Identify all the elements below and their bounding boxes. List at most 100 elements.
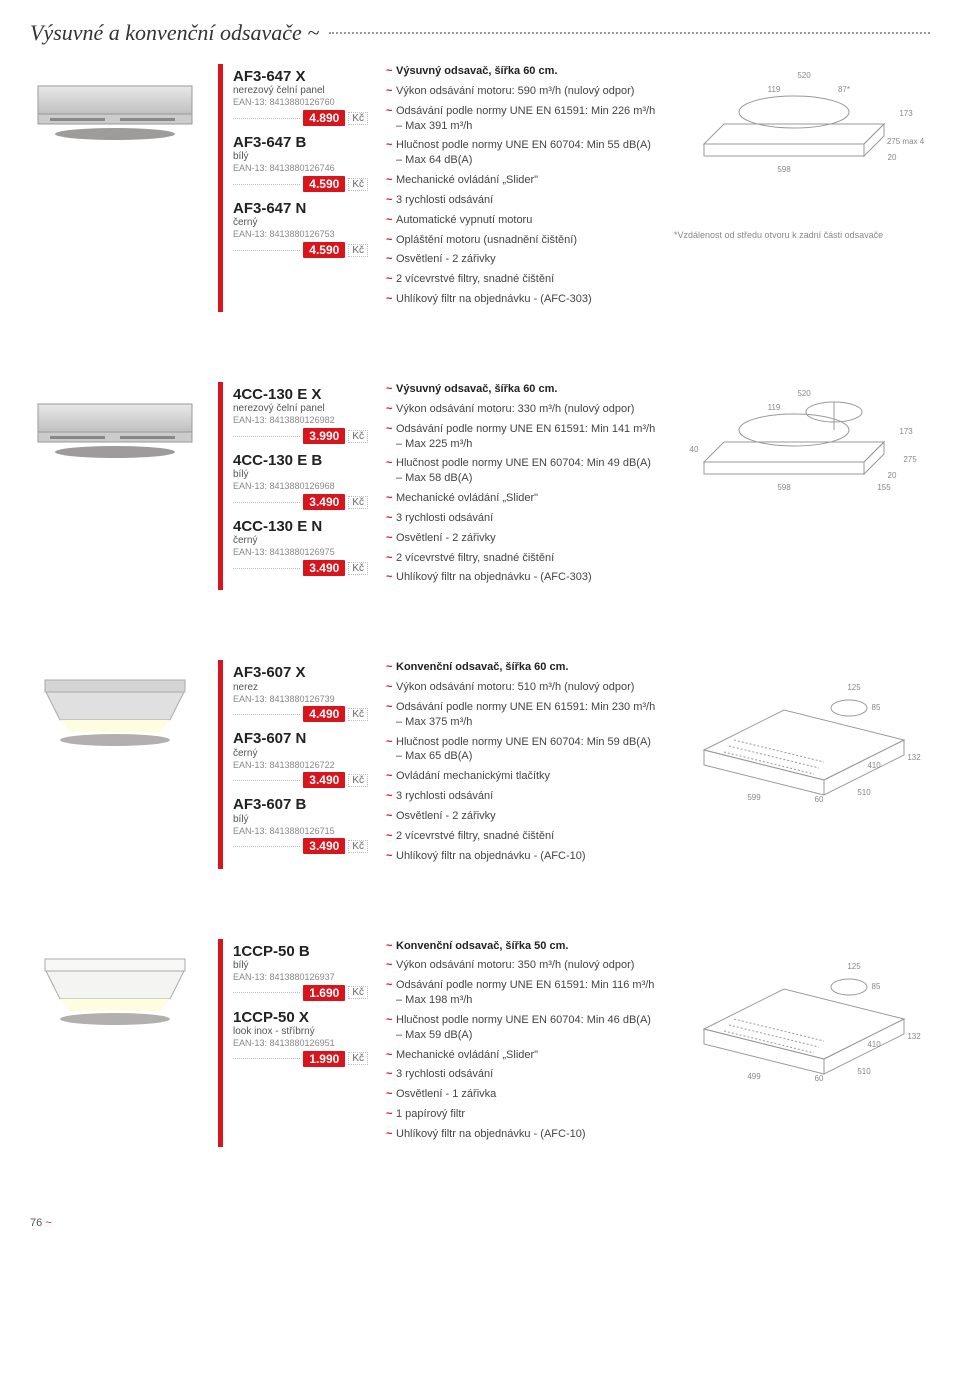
svg-text:132: 132: [907, 753, 921, 762]
drawing-footnote: *Vzdálenost od středu otvoru k zadní čás…: [674, 230, 930, 241]
price-row: 4.490 Kč: [233, 706, 368, 722]
product-block: AF3-607 X nerez EAN-13: 8413880126739 4.…: [30, 660, 930, 868]
svg-text:20: 20: [888, 471, 897, 480]
feature-item: Uhlíkový filtr na objednávku - (AFC-303): [386, 570, 656, 585]
variant-ean: EAN-13: 8413880126937: [233, 972, 368, 983]
feature-item: 1 papírový filtr: [386, 1107, 656, 1122]
feature-item: Osvětlení - 2 zářivky: [386, 252, 656, 267]
feature-item: Odsávání podle normy UNE EN 61591: Min 2…: [386, 700, 656, 730]
variant-name: AF3-647 N: [233, 200, 368, 217]
feature-item: Výkon odsávání motoru: 350 m³/h (nulový …: [386, 958, 656, 973]
product-block: 1CCP-50 B bílý EAN-13: 8413880126937 1.6…: [30, 939, 930, 1147]
product-block: 4CC-130 E X nerezový čelní panel EAN-13:…: [30, 382, 930, 590]
svg-text:275: 275: [903, 455, 917, 464]
price-value: 4.490: [303, 706, 345, 722]
price-row: 1.690 Kč: [233, 985, 368, 1001]
product-photo: [30, 939, 200, 1147]
svg-text:85: 85: [872, 703, 881, 712]
svg-text:60: 60: [815, 795, 824, 804]
price-currency: Kč: [348, 430, 368, 443]
variant: 1CCP-50 B bílý EAN-13: 8413880126937 1.6…: [233, 943, 368, 1001]
price-value: 1.990: [303, 1051, 345, 1067]
variant-subtitle: bílý: [233, 960, 368, 972]
price-currency: Kč: [348, 1052, 368, 1065]
variant-name: 4CC-130 E B: [233, 452, 368, 469]
price-value: 3.490: [303, 838, 345, 854]
feature-list: Konvenční odsavač, šířka 60 cm. Výkon ods…: [386, 660, 656, 868]
price-currency: Kč: [348, 178, 368, 191]
feature-item: Mechanické ovládání „Slider": [386, 491, 656, 506]
price-value: 3.990: [303, 428, 345, 444]
price-row: 4.590 Kč: [233, 242, 368, 258]
svg-text:499: 499: [747, 1072, 761, 1081]
svg-text:510: 510: [857, 1067, 871, 1076]
variant-subtitle: nerezový čelní panel: [233, 403, 368, 415]
feature-item: Výkon odsávání motoru: 510 m³/h (nulový …: [386, 680, 656, 695]
svg-text:132: 132: [907, 1032, 921, 1041]
variant-name: AF3-647 B: [233, 134, 368, 151]
svg-text:275 max 430: 275 max 430: [887, 137, 924, 146]
variant-name: 4CC-130 E N: [233, 518, 368, 535]
variant-ean: EAN-13: 8413880126760: [233, 97, 368, 108]
svg-text:40: 40: [690, 445, 699, 454]
variant-subtitle: nerez: [233, 682, 368, 694]
technical-drawing: 598 520 119 87* 20 173 275 max 430 *Vzdá…: [674, 64, 930, 312]
price-row: 3.990 Kč: [233, 428, 368, 444]
price-value: 4.590: [303, 176, 345, 192]
technical-drawing: 598 520 119 40 20 173 275 155: [674, 382, 930, 590]
svg-text:60: 60: [815, 1074, 824, 1083]
svg-text:155: 155: [877, 483, 891, 492]
feature-item: Opláštění motoru (usnadnění čištění): [386, 233, 656, 248]
price-row: 4.590 Kč: [233, 176, 368, 192]
feature-item: Automatické vypnutí motoru: [386, 213, 656, 228]
feature-item: Mechanické ovládání „Slider": [386, 1048, 656, 1063]
feature-item: Hlučnost podle normy UNE EN 60704: Min 4…: [386, 1013, 656, 1043]
feature-item: 2 vícevrstvé filtry, snadné čištění: [386, 551, 656, 566]
price-row: 4.890 Kč: [233, 110, 368, 126]
variant-name: AF3-607 B: [233, 796, 368, 813]
feature-item: Odsávání podle normy UNE EN 61591: Min 1…: [386, 978, 656, 1008]
variant-subtitle: bílý: [233, 469, 368, 481]
variant: 4CC-130 E X nerezový čelní panel EAN-13:…: [233, 386, 368, 444]
svg-text:173: 173: [899, 427, 913, 436]
feature-item: Konvenční odsavač, šířka 50 cm.: [386, 939, 656, 954]
price-row: 3.490 Kč: [233, 838, 368, 854]
variant-subtitle: černý: [233, 748, 368, 760]
feature-list: Výsuvný odsavač, šířka 60 cm. Výkon odsáv…: [386, 64, 656, 312]
price-currency: Kč: [348, 496, 368, 509]
feature-item: Uhlíkový filtr na objednávku - (AFC-10): [386, 849, 656, 864]
feature-list: Konvenční odsavač, šířka 50 cm. Výkon ods…: [386, 939, 656, 1147]
price-currency: Kč: [348, 840, 368, 853]
variant-subtitle: bílý: [233, 814, 368, 826]
feature-item: Osvětlení - 2 zářivky: [386, 809, 656, 824]
variant-name: 1CCP-50 X: [233, 1009, 368, 1026]
price-value: 3.490: [303, 494, 345, 510]
feature-item: Ovládání mechanickými tlačítky: [386, 769, 656, 784]
variant-ean: EAN-13: 8413880126739: [233, 694, 368, 705]
price-currency: Kč: [348, 562, 368, 575]
variant: AF3-647 B bílý EAN-13: 8413880126746 4.5…: [233, 134, 368, 192]
title-dots: [329, 32, 930, 34]
variant-list: AF3-647 X nerezový čelní panel EAN-13: 8…: [218, 64, 368, 312]
variant-ean: EAN-13: 8413880126753: [233, 229, 368, 240]
price-currency: Kč: [348, 986, 368, 999]
feature-item: Výkon odsávání motoru: 590 m³/h (nulový …: [386, 84, 656, 99]
svg-text:410: 410: [867, 1040, 881, 1049]
feature-item: 3 rychlosti odsávání: [386, 193, 656, 208]
feature-item: Odsávání podle normy UNE EN 61591: Min 2…: [386, 104, 656, 134]
product-block: AF3-647 X nerezový čelní panel EAN-13: 8…: [30, 64, 930, 312]
feature-item: Konvenční odsavač, šířka 60 cm.: [386, 660, 656, 675]
feature-item: Uhlíkový filtr na objednávku - (AFC-10): [386, 1127, 656, 1142]
variant-ean: EAN-13: 8413880126975: [233, 547, 368, 558]
feature-item: Výsuvný odsavač, šířka 60 cm.: [386, 64, 656, 79]
variant-name: 4CC-130 E X: [233, 386, 368, 403]
variant-subtitle: černý: [233, 217, 368, 229]
variant-list: 1CCP-50 B bílý EAN-13: 8413880126937 1.6…: [218, 939, 368, 1147]
product-photo: [30, 660, 200, 868]
svg-text:85: 85: [872, 982, 881, 991]
variant-list: 4CC-130 E X nerezový čelní panel EAN-13:…: [218, 382, 368, 590]
feature-item: Hlučnost podle normy UNE EN 60704: Min 4…: [386, 456, 656, 486]
feature-item: 2 vícevrstvé filtry, snadné čištění: [386, 829, 656, 844]
svg-text:410: 410: [867, 761, 881, 770]
page-title-text: Výsuvné a konvenční odsavače ~: [30, 20, 319, 46]
